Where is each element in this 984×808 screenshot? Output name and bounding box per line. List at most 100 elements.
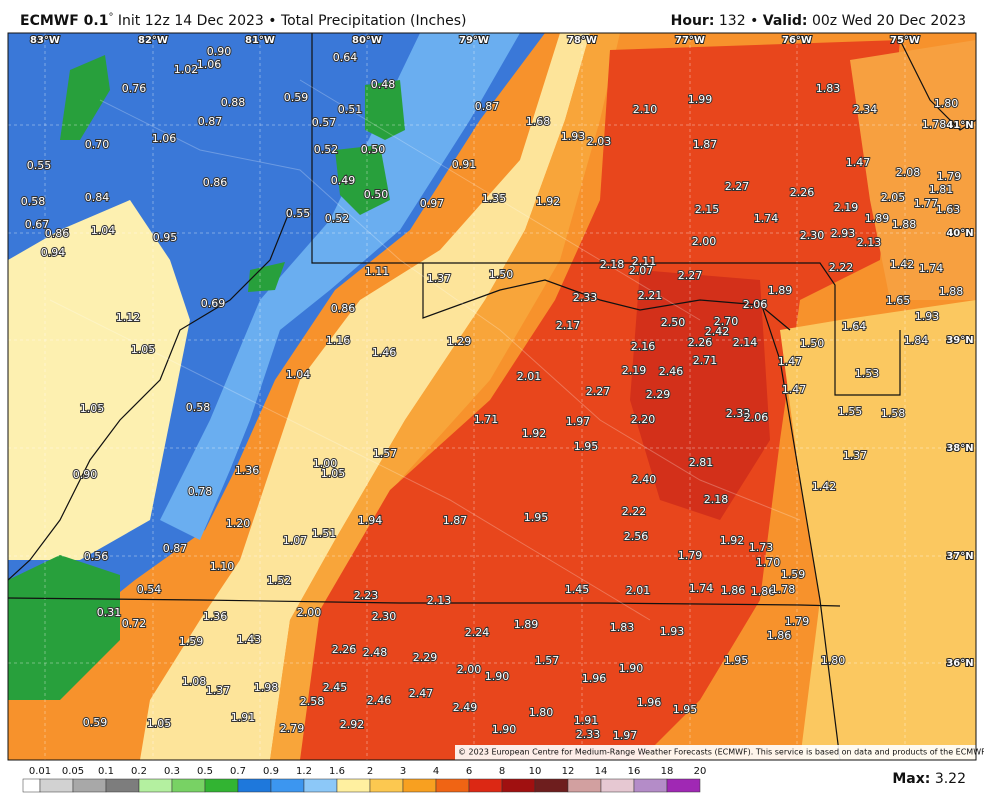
precip-value: 1.87 <box>693 138 718 151</box>
latitude-label: 38°N <box>946 443 973 454</box>
precip-value: 1.98 <box>254 681 279 694</box>
legend-swatch <box>435 778 470 793</box>
precip-value: 0.52 <box>314 143 339 156</box>
precip-value: 1.47 <box>778 355 803 368</box>
map-frame <box>7 32 977 761</box>
legend-tick-label: 20 <box>694 766 707 777</box>
precip-value: 1.10 <box>210 560 235 573</box>
precip-value: 1.55 <box>838 405 863 418</box>
precip-value: 2.00 <box>457 663 482 676</box>
latitude-label: 36°N <box>946 658 973 669</box>
legend-tick-label: 12 <box>562 766 575 777</box>
precip-value: 1.07 <box>283 534 308 547</box>
precip-value: 1.95 <box>574 440 599 453</box>
precip-value: 1.11 <box>365 265 390 278</box>
legend-tick-label: 1.2 <box>296 766 312 777</box>
precip-value: 0.84 <box>85 191 110 204</box>
precip-value: 1.42 <box>890 258 915 271</box>
precip-value: 2.14 <box>733 336 758 349</box>
legend-tick-label: 18 <box>661 766 674 777</box>
legend-swatch <box>336 778 371 793</box>
legend-tick-label: 3 <box>400 766 406 777</box>
precip-value: 0.87 <box>163 542 188 555</box>
precip-value: 2.27 <box>725 180 750 193</box>
precip-value: 1.79 <box>678 549 703 562</box>
precip-value: 1.73 <box>749 541 774 554</box>
precip-value: 2.34 <box>853 103 878 116</box>
precip-value: 2.06 <box>743 298 768 311</box>
precip-value: 0.51 <box>338 103 363 116</box>
precip-value: 2.46 <box>659 365 684 378</box>
precip-value: 1.80 <box>529 706 554 719</box>
legend-tick-label: 0.5 <box>197 766 213 777</box>
longitude-label: 83°W <box>30 35 60 46</box>
precip-value: 1.47 <box>782 383 807 396</box>
precip-value: 0.88 <box>221 96 246 109</box>
legend-tick-label: 6 <box>466 766 472 777</box>
precip-value: 0.70 <box>85 138 110 151</box>
precip-value: 2.24 <box>465 626 490 639</box>
precip-value: 2.01 <box>517 370 542 383</box>
precip-value: 1.71 <box>474 413 499 426</box>
legend-swatch <box>468 778 503 793</box>
precip-value: 0.76 <box>122 82 147 95</box>
precip-value: 2.40 <box>632 473 657 486</box>
precip-value: 1.77 <box>914 197 939 210</box>
precip-value: 0.67 <box>25 218 50 231</box>
precip-value: 1.92 <box>536 195 561 208</box>
precip-value: 1.90 <box>492 723 517 736</box>
header-left: ECMWF 0.1° Init 12z 14 Dec 2023 • Total … <box>20 12 466 29</box>
precip-value: 2.45 <box>323 681 348 694</box>
precip-value: 2.49 <box>453 701 478 714</box>
precip-value: 1.06 <box>197 58 222 71</box>
longitude-label: 77°W <box>675 35 705 46</box>
precip-value: 2.50 <box>661 316 686 329</box>
precip-value: 1.93 <box>660 625 685 638</box>
precip-value: 2.79 <box>280 722 305 735</box>
legend-swatch <box>369 778 404 793</box>
legend-tick-label: 4 <box>433 766 439 777</box>
precip-value: 1.92 <box>720 534 745 547</box>
legend-swatch <box>303 778 338 793</box>
precip-value: 1.58 <box>881 407 906 420</box>
precip-value: 2.19 <box>834 201 859 214</box>
precip-value: 1.53 <box>855 367 880 380</box>
precip-value: 1.04 <box>91 224 116 237</box>
precip-value: 1.90 <box>619 662 644 675</box>
precip-value: 2.71 <box>693 354 718 367</box>
precip-value: 1.90 <box>485 670 510 683</box>
precip-value: 0.55 <box>27 159 52 172</box>
precip-value: 1.96 <box>637 696 662 709</box>
legend-swatch <box>600 778 635 793</box>
precip-value: 2.26 <box>790 186 815 199</box>
precip-value: 2.18 <box>704 493 729 506</box>
precip-value: 2.33 <box>573 291 598 304</box>
precip-value: 2.93 <box>831 227 856 240</box>
longitude-label: 76°W <box>782 35 812 46</box>
precip-value: 0.90 <box>207 45 232 58</box>
precip-value: 1.88 <box>892 218 917 231</box>
precip-value: 1.00 <box>313 457 338 470</box>
precip-value: 0.86 <box>45 227 70 240</box>
legend-swatch <box>72 778 107 793</box>
legend-tick-label: 0.1 <box>98 766 114 777</box>
precip-value: 1.50 <box>800 337 825 350</box>
precip-value: 2.17 <box>556 319 581 332</box>
precip-value: 1.65 <box>886 294 911 307</box>
precip-value: 0.91 <box>452 158 477 171</box>
precip-value: 1.02 <box>174 63 199 76</box>
precip-value: 2.00 <box>297 606 322 619</box>
precip-value: 2.21 <box>638 289 663 302</box>
longitude-label: 81°W <box>245 35 275 46</box>
precip-value: 2.33 <box>576 728 601 741</box>
precip-value: 1.08 <box>182 675 207 688</box>
precip-value: 1.81 <box>929 183 954 196</box>
precip-value: 1.04 <box>286 368 311 381</box>
latitude-label: 40°N <box>946 228 973 239</box>
precip-value: 1.86 <box>721 584 746 597</box>
longitude-label: 82°W <box>138 35 168 46</box>
precip-value: 0.87 <box>475 100 500 113</box>
precip-value: 1.37 <box>843 449 868 462</box>
precip-value: 1.05 <box>131 343 156 356</box>
legend-tick-label: 1.6 <box>329 766 345 777</box>
